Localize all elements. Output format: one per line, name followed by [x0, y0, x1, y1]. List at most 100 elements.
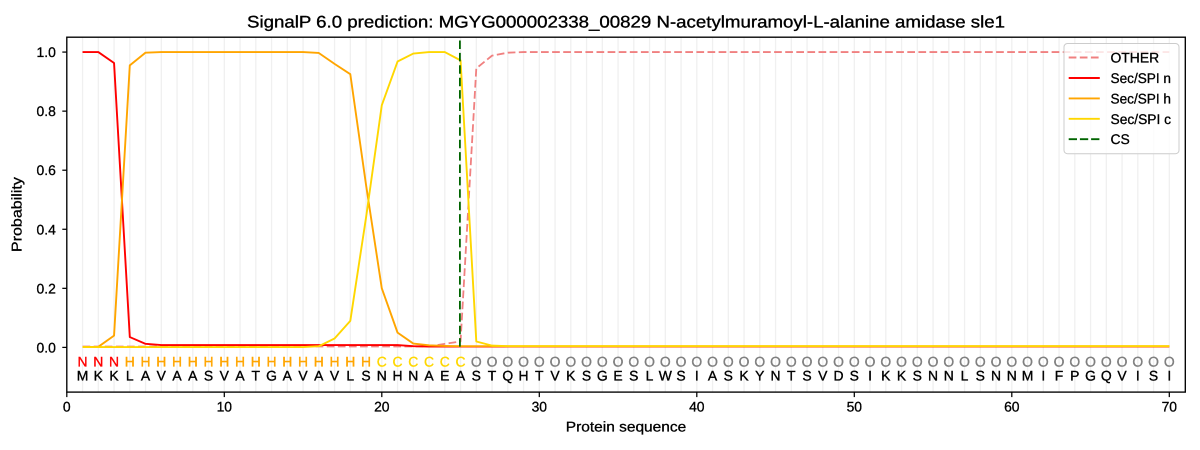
svg-text:A: A	[172, 368, 182, 384]
svg-text:0.4: 0.4	[36, 221, 56, 237]
svg-text:O: O	[644, 353, 655, 369]
svg-text:S: S	[204, 368, 213, 384]
svg-text:O: O	[613, 353, 624, 369]
svg-text:O: O	[628, 353, 639, 369]
svg-text:Sec/SPI h: Sec/SPI h	[1111, 90, 1172, 106]
svg-text:I: I	[1041, 368, 1045, 384]
svg-text:30: 30	[532, 399, 548, 415]
svg-text:G: G	[266, 368, 277, 384]
svg-text:O: O	[518, 353, 529, 369]
svg-text:F: F	[1055, 368, 1064, 384]
svg-text:0.6: 0.6	[36, 162, 56, 178]
svg-text:O: O	[1101, 353, 1112, 369]
svg-text:S: S	[913, 368, 922, 384]
svg-text:H: H	[204, 353, 214, 369]
svg-text:K: K	[739, 368, 749, 384]
svg-text:N: N	[78, 353, 88, 369]
svg-text:A: A	[235, 368, 245, 384]
svg-text:0.2: 0.2	[36, 280, 56, 296]
svg-text:O: O	[676, 353, 687, 369]
svg-text:L: L	[646, 368, 654, 384]
svg-text:O: O	[1117, 353, 1128, 369]
svg-text:CS: CS	[1111, 131, 1130, 147]
svg-text:H: H	[393, 368, 403, 384]
svg-text:1.0: 1.0	[36, 44, 56, 60]
svg-text:K: K	[566, 368, 576, 384]
svg-text:O: O	[487, 353, 498, 369]
svg-text:O: O	[471, 353, 482, 369]
svg-text:Y: Y	[755, 368, 764, 384]
svg-text:C: C	[408, 353, 418, 369]
svg-text:Q: Q	[1101, 368, 1112, 384]
svg-text:40: 40	[689, 399, 705, 415]
svg-text:N: N	[944, 368, 954, 384]
svg-text:W: W	[659, 368, 673, 384]
svg-text:H: H	[219, 353, 229, 369]
svg-text:O: O	[1085, 353, 1096, 369]
svg-text:C: C	[377, 353, 387, 369]
svg-text:O: O	[581, 353, 592, 369]
svg-text:V: V	[220, 368, 230, 384]
svg-text:S: S	[676, 368, 685, 384]
svg-text:A: A	[424, 368, 434, 384]
svg-text:O: O	[865, 353, 876, 369]
svg-text:0: 0	[63, 399, 71, 415]
svg-text:A: A	[314, 368, 324, 384]
svg-text:O: O	[959, 353, 970, 369]
svg-text:O: O	[1164, 353, 1175, 369]
svg-text:N: N	[109, 353, 119, 369]
svg-text:G: G	[1085, 368, 1096, 384]
svg-text:V: V	[298, 368, 308, 384]
svg-text:O: O	[991, 353, 1002, 369]
svg-text:O: O	[534, 353, 545, 369]
svg-text:O: O	[975, 353, 986, 369]
svg-text:Probability: Probability	[10, 176, 26, 252]
svg-text:S: S	[1149, 368, 1158, 384]
svg-text:V: V	[1117, 368, 1127, 384]
svg-text:E: E	[440, 368, 449, 384]
svg-text:D: D	[834, 368, 844, 384]
svg-text:H: H	[156, 353, 166, 369]
svg-text:C: C	[456, 353, 466, 369]
svg-text:OTHER: OTHER	[1111, 50, 1160, 66]
svg-text:M: M	[1022, 368, 1034, 384]
svg-text:V: V	[330, 368, 340, 384]
svg-text:S: S	[629, 368, 638, 384]
svg-text:L: L	[346, 368, 354, 384]
svg-text:H: H	[235, 353, 245, 369]
svg-text:N: N	[771, 368, 781, 384]
svg-text:Protein sequence: Protein sequence	[566, 420, 687, 436]
svg-text:A: A	[456, 368, 466, 384]
svg-text:V: V	[550, 368, 560, 384]
svg-text:O: O	[849, 353, 860, 369]
svg-text:H: H	[267, 353, 277, 369]
svg-text:O: O	[1054, 353, 1065, 369]
svg-text:S: S	[582, 368, 591, 384]
svg-text:C: C	[440, 353, 450, 369]
svg-text:O: O	[1022, 353, 1033, 369]
svg-text:O: O	[723, 353, 734, 369]
svg-text:A: A	[188, 368, 198, 384]
svg-text:V: V	[818, 368, 828, 384]
svg-text:S: S	[802, 368, 811, 384]
svg-text:A: A	[283, 368, 293, 384]
svg-text:O: O	[754, 353, 765, 369]
svg-text:60: 60	[1004, 399, 1020, 415]
svg-text:S: S	[976, 368, 985, 384]
svg-text:K: K	[109, 368, 119, 384]
svg-text:Sec/SPI n: Sec/SPI n	[1111, 70, 1172, 86]
svg-text:O: O	[550, 353, 561, 369]
svg-text:H: H	[172, 353, 182, 369]
svg-text:0.0: 0.0	[36, 339, 56, 355]
svg-text:O: O	[1148, 353, 1159, 369]
svg-text:T: T	[787, 368, 796, 384]
svg-text:G: G	[597, 368, 608, 384]
svg-text:P: P	[1070, 368, 1079, 384]
svg-text:K: K	[94, 368, 104, 384]
svg-text:Q: Q	[502, 368, 513, 384]
svg-text:20: 20	[374, 399, 390, 415]
svg-text:N: N	[408, 368, 418, 384]
svg-text:L: L	[126, 368, 134, 384]
svg-text:S: S	[724, 368, 733, 384]
svg-text:N: N	[1007, 368, 1017, 384]
